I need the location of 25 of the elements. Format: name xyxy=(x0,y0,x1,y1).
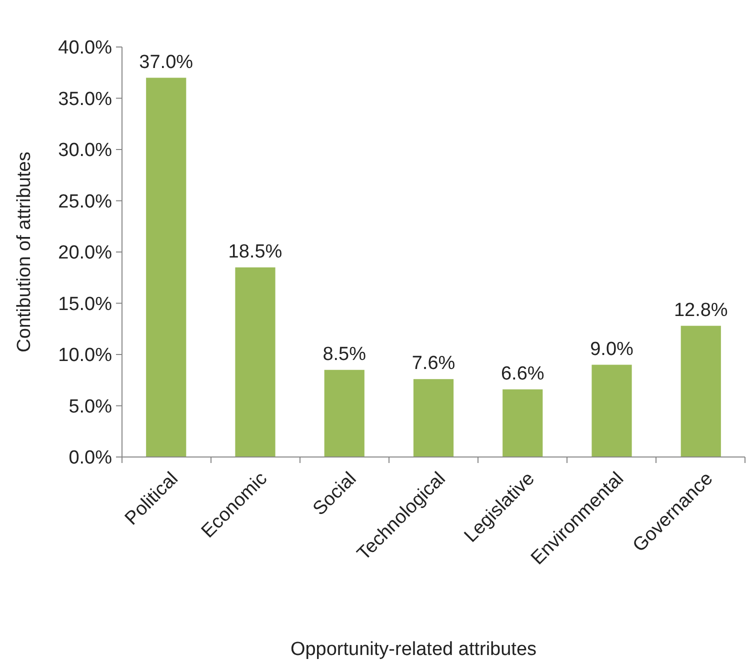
y-tick-label: 30.0% xyxy=(58,140,112,162)
bar xyxy=(235,267,276,457)
data-label: 37.0% xyxy=(139,52,194,73)
y-axis-title: Contibution of attributes xyxy=(14,152,35,352)
bar xyxy=(592,364,632,457)
y-tick-label: 20.0% xyxy=(58,242,112,264)
y-tick-label: 25.0% xyxy=(58,191,112,212)
bar xyxy=(502,389,543,457)
y-tick-label: 10.0% xyxy=(58,345,112,366)
y-tick-label: 0.0% xyxy=(68,448,112,469)
data-label: 9.0% xyxy=(590,338,634,360)
bar xyxy=(680,326,721,457)
data-label: 7.6% xyxy=(412,353,456,374)
y-tick-label: 35.0% xyxy=(58,88,112,110)
y-tick-label: 15.0% xyxy=(58,294,112,315)
x-axis-title: Opportunity-related attributes xyxy=(290,639,537,660)
data-label: 6.6% xyxy=(500,363,544,384)
bar xyxy=(324,370,364,457)
y-tick-label: 40.0% xyxy=(58,38,112,59)
y-tick-label: 5.0% xyxy=(68,396,112,418)
bar xyxy=(146,78,186,457)
bar xyxy=(413,379,454,457)
data-label: 12.8% xyxy=(674,300,728,321)
data-label: 8.5% xyxy=(322,344,366,365)
data-label: 18.5% xyxy=(228,241,282,262)
